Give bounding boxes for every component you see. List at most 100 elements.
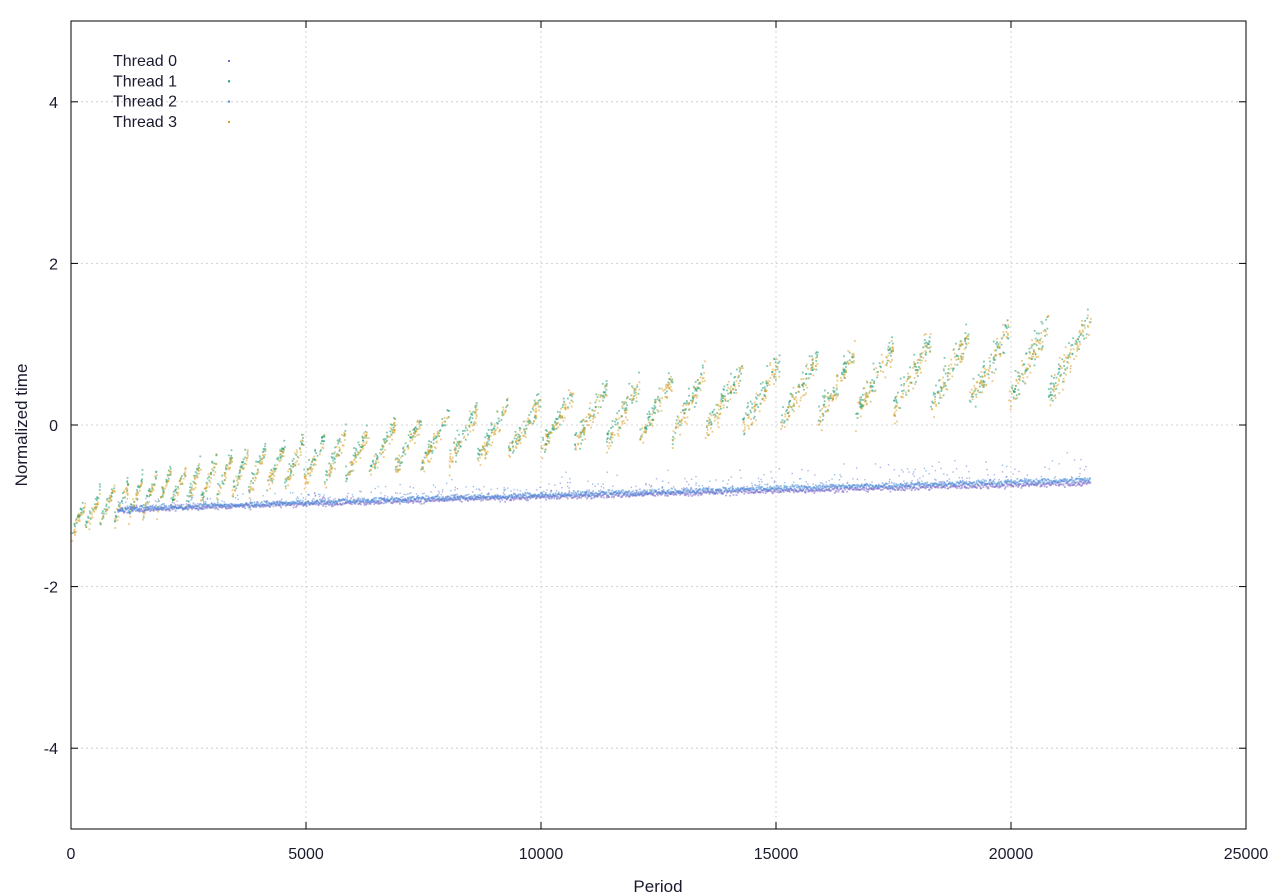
data-point <box>630 394 633 397</box>
data-point <box>810 373 812 375</box>
data-point <box>462 430 464 432</box>
data-point <box>341 433 343 436</box>
data-point <box>1007 337 1010 340</box>
data-point <box>543 444 546 446</box>
data-point <box>827 410 829 413</box>
data-point <box>177 486 179 488</box>
data-point <box>740 491 743 494</box>
data-point <box>196 472 199 475</box>
data-point <box>668 388 671 390</box>
data-point <box>77 514 80 517</box>
data-point <box>454 447 457 450</box>
data-point <box>716 416 719 419</box>
data-point <box>73 524 76 526</box>
data-point <box>221 480 224 483</box>
data-point <box>779 490 782 492</box>
data-point <box>994 358 997 361</box>
data-point <box>582 418 585 421</box>
data-point <box>856 487 859 490</box>
data-point <box>302 497 305 499</box>
data-point <box>486 440 489 443</box>
data-point <box>176 507 179 510</box>
data-point <box>954 363 956 366</box>
data-point <box>404 453 407 456</box>
data-point <box>599 406 602 408</box>
data-point <box>194 486 197 489</box>
data-point <box>273 501 276 504</box>
data-point <box>1067 362 1070 364</box>
data-point <box>478 450 481 452</box>
data-point <box>235 487 238 490</box>
data-point <box>102 517 105 519</box>
data-point <box>780 421 783 424</box>
data-point <box>742 430 745 433</box>
data-point <box>206 504 209 507</box>
data-point <box>162 508 165 510</box>
data-point <box>961 477 964 479</box>
data-point <box>1050 397 1053 400</box>
data-point <box>537 409 540 412</box>
data-point <box>423 470 426 473</box>
data-point <box>674 489 677 492</box>
data-point <box>852 356 855 359</box>
data-point <box>1080 323 1083 326</box>
data-point <box>148 495 150 498</box>
data-point <box>896 405 898 408</box>
data-point <box>1071 353 1074 356</box>
data-point <box>719 492 722 495</box>
data-point <box>539 497 542 500</box>
data-point <box>668 378 671 380</box>
data-point <box>1051 388 1054 391</box>
data-point <box>926 486 928 489</box>
data-point <box>221 503 223 506</box>
data-point <box>835 397 837 400</box>
data-point <box>714 414 717 417</box>
data-point <box>338 446 341 449</box>
data-point <box>676 415 679 418</box>
data-point <box>1062 484 1065 487</box>
data-point <box>94 506 96 509</box>
data-point <box>1005 483 1008 486</box>
data-point <box>84 524 87 527</box>
data-point <box>1083 482 1086 485</box>
data-point <box>91 513 93 516</box>
data-point <box>909 376 911 379</box>
data-point <box>733 383 736 386</box>
data-point <box>272 473 274 475</box>
data-point <box>1038 482 1041 485</box>
data-point <box>934 469 937 472</box>
data-point <box>1053 385 1055 388</box>
data-point <box>1066 367 1069 369</box>
data-point <box>330 464 332 467</box>
data-point <box>764 390 767 393</box>
data-point <box>1077 345 1080 347</box>
data-point <box>844 377 846 379</box>
data-point <box>217 493 219 496</box>
data-point <box>555 423 557 426</box>
data-point <box>279 450 282 452</box>
data-point <box>720 397 723 400</box>
data-point <box>151 505 154 508</box>
data-point <box>1088 334 1090 336</box>
data-point <box>825 481 828 483</box>
data-point <box>873 488 875 491</box>
data-point <box>293 504 296 506</box>
data-point <box>964 486 967 488</box>
data-point <box>624 411 627 414</box>
data-point <box>225 507 228 510</box>
data-point <box>395 466 398 469</box>
data-point <box>330 466 333 468</box>
data-point <box>940 390 943 392</box>
data-point <box>893 407 896 410</box>
data-point <box>440 438 442 441</box>
data-point <box>365 501 368 504</box>
data-point <box>296 505 298 507</box>
data-point <box>845 362 848 365</box>
data-point <box>357 499 359 502</box>
data-point <box>509 442 511 444</box>
data-point <box>943 481 946 483</box>
data-point <box>299 454 302 457</box>
data-point <box>261 451 264 454</box>
data-point <box>865 490 868 493</box>
data-point <box>221 506 223 509</box>
